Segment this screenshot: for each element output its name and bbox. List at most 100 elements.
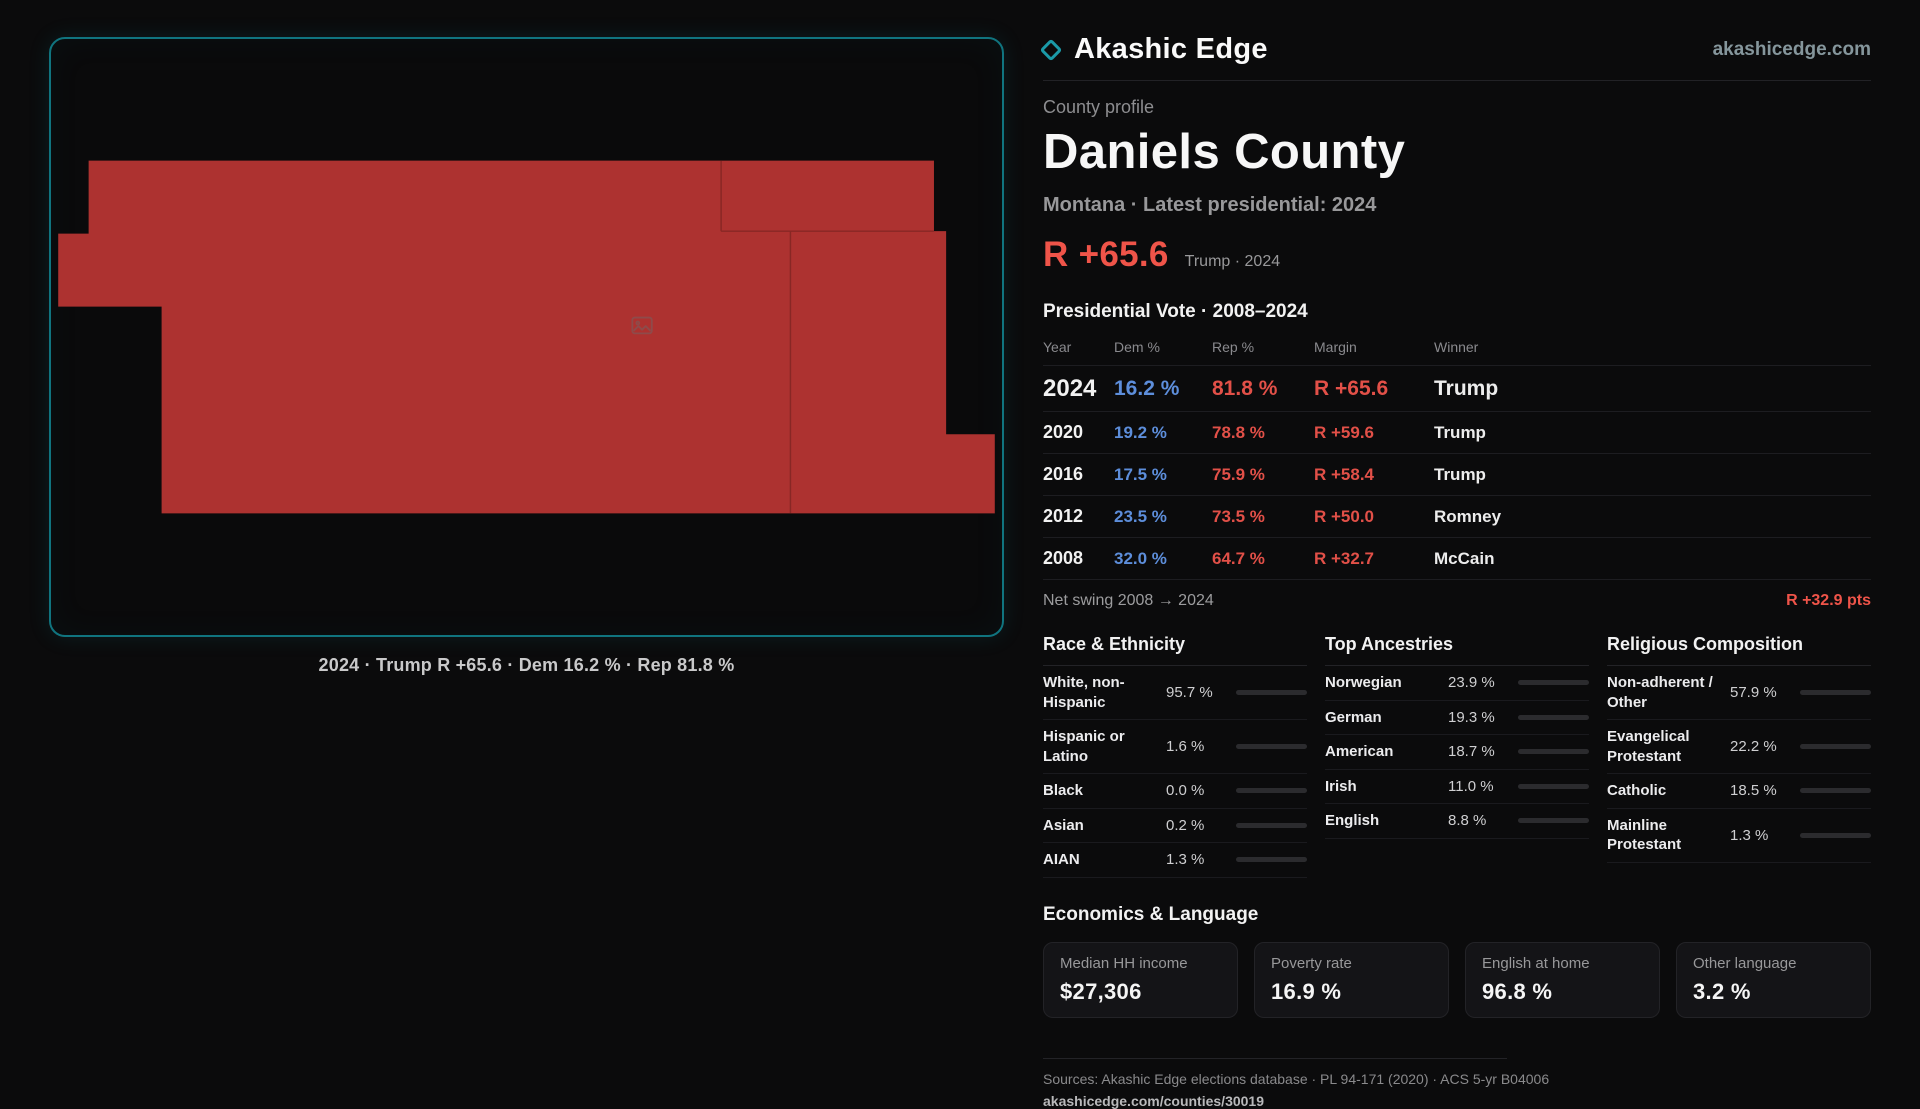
stat-label: Non-adherent / Other [1607, 674, 1713, 711]
cell-margin: R +65.6 [1314, 377, 1389, 400]
list-item: Mainline Protestant 1.3 % [1607, 809, 1871, 863]
list-item: Norwegian 23.9 % [1325, 666, 1589, 701]
cell-margin: R +58.4 [1314, 465, 1375, 484]
stat-value: 22.2 % [1730, 738, 1777, 755]
cell-dem: 19.2 % [1114, 423, 1167, 442]
stat-value: 0.2 % [1166, 816, 1205, 834]
page: 2024 · Trump R +65.6 · Dem 16.2 % · Rep … [49, 33, 1871, 1109]
stat-bar [1800, 788, 1871, 794]
table-row: 2016 17.5 % 75.9 % R +58.4 Trump [1043, 453, 1871, 495]
stat-value: 1.6 % [1166, 738, 1205, 755]
margin-value: R +65.6 [1043, 235, 1169, 274]
cell-winner: Trump [1434, 377, 1499, 400]
cell-rep: 73.5 % [1212, 507, 1265, 526]
stat-bar [1518, 714, 1589, 720]
stat-value: 1.3 % [1166, 851, 1205, 869]
stat-label: Black [1043, 782, 1084, 799]
ancestries-title: Top Ancestries [1325, 634, 1589, 666]
list-item: Catholic 18.5 % [1607, 774, 1871, 809]
county-subdivision-lines [720, 160, 934, 514]
economics-heading: Economics & Language [1043, 903, 1259, 925]
stat-label: Mainline Protestant [1607, 816, 1682, 854]
stat-label: German [1325, 708, 1382, 726]
card-label: Poverty rate [1271, 954, 1352, 972]
map-caption: 2024 · Trump R +65.6 · Dem 16.2 % · Rep … [318, 655, 735, 675]
cell-year: 2024 [1043, 375, 1097, 402]
stat-bar [1236, 822, 1307, 828]
net-swing-row: Net swing 2008 → 2024 R +32.9 pts [1043, 579, 1871, 622]
page-title: Daniels County [1043, 125, 1406, 179]
list-item: Hispanic or Latino 1.6 % [1043, 720, 1307, 774]
table-row: 2008 32.0 % 64.7 % R +32.7 McCain [1043, 537, 1871, 579]
stat-bar [1800, 832, 1871, 838]
sources-text: Sources: Akashic Edge elections database… [1043, 1070, 1550, 1087]
col-header-year: Year [1043, 339, 1072, 355]
list-item: American 18.7 % [1325, 735, 1589, 770]
net-swing-label: Net swing 2008 → 2024 [1043, 592, 1214, 609]
stat-card: English at home 96.8 % [1465, 941, 1660, 1018]
header: Akashic Edge akashicedge.com [1039, 33, 1871, 81]
stat-card: Poverty rate 16.9 % [1254, 941, 1449, 1018]
cell-dem: 16.2 % [1114, 377, 1180, 400]
cell-dem: 23.5 % [1114, 507, 1167, 526]
net-swing-value: R +32.9 pts [1786, 592, 1871, 609]
cell-year: 2020 [1043, 422, 1084, 442]
list-item: German 19.3 % [1325, 701, 1589, 735]
col-header-dem: Dem % [1114, 339, 1160, 355]
ancestries-column: Top Ancestries Norwegian 23.9 % German 1… [1325, 626, 1589, 878]
table-row: 2020 19.2 % 78.8 % R +59.6 Trump [1043, 411, 1871, 453]
stat-bar [1800, 690, 1871, 695]
card-label: Median HH income [1060, 954, 1188, 972]
stat-label: Irish [1325, 777, 1357, 795]
stat-value: 57.9 % [1730, 684, 1777, 701]
cell-dem: 17.5 % [1114, 465, 1167, 484]
list-item: Asian 0.2 % [1043, 809, 1307, 843]
map-placeholder-icon [631, 316, 653, 335]
margin-caption: Trump · 2024 [1184, 253, 1281, 270]
stat-value: 11.0 % [1448, 777, 1494, 795]
stat-label: American [1325, 743, 1394, 760]
card-label: Other language [1693, 954, 1797, 972]
site-domain-link[interactable]: akashicedge.com [1712, 38, 1871, 60]
religion-column: Religious Composition Non-adherent / Oth… [1607, 626, 1871, 878]
stat-label: AIAN [1043, 851, 1080, 868]
list-item: Black 0.0 % [1043, 774, 1307, 809]
headline-margin: R +65.6 Trump · 2024 [1043, 235, 1871, 275]
stat-bar [1518, 783, 1589, 789]
county-map-panel [49, 37, 1004, 637]
kicker-label: County profile [1043, 97, 1155, 117]
card-value: 16.9 % [1271, 978, 1342, 1004]
race-title: Race & Ethnicity [1043, 634, 1307, 666]
cell-rep: 75.9 % [1212, 465, 1265, 484]
stat-label: English [1325, 812, 1380, 829]
card-value: 96.8 % [1482, 978, 1553, 1004]
list-item: AIAN 1.3 % [1043, 843, 1307, 878]
stat-value: 1.3 % [1730, 826, 1769, 844]
table-header-row: Year Dem % Rep % Margin Winner [1043, 331, 1871, 365]
cell-year: 2012 [1043, 506, 1084, 526]
cell-winner: Romney [1434, 507, 1502, 526]
stat-value: 18.7 % [1448, 743, 1495, 761]
stat-bar [1800, 744, 1871, 749]
card-value: $27,306 [1060, 978, 1142, 1004]
brand: Akashic Edge [1039, 33, 1268, 66]
county-url-link[interactable]: akashicedge.com/counties/30019 [1043, 1092, 1264, 1109]
cell-year: 2008 [1043, 548, 1084, 568]
cell-rep: 78.8 % [1212, 423, 1265, 442]
stat-value: 8.8 % [1448, 812, 1487, 830]
brand-name: Akashic Edge [1074, 33, 1268, 65]
stat-bar [1236, 744, 1307, 749]
votes-heading: Presidential Vote · 2008–2024 [1043, 301, 1308, 322]
demographics-section: Race & Ethnicity White, non-Hispanic 95.… [1043, 626, 1871, 878]
list-item: Irish 11.0 % [1325, 770, 1589, 804]
vote-table: Year Dem % Rep % Margin Winner 2024 16.2… [1043, 331, 1871, 622]
list-item: White, non-Hispanic 95.7 % [1043, 666, 1307, 720]
stat-bar [1236, 788, 1307, 794]
stat-label: Evangelical Protestant [1607, 728, 1690, 765]
stat-label: White, non-Hispanic [1043, 674, 1125, 711]
stat-value: 0.0 % [1166, 782, 1205, 800]
cell-winner: Trump [1434, 423, 1486, 442]
list-item: Non-adherent / Other 57.9 % [1607, 666, 1871, 720]
stat-bar [1236, 857, 1307, 863]
stat-value: 95.7 % [1166, 684, 1213, 701]
